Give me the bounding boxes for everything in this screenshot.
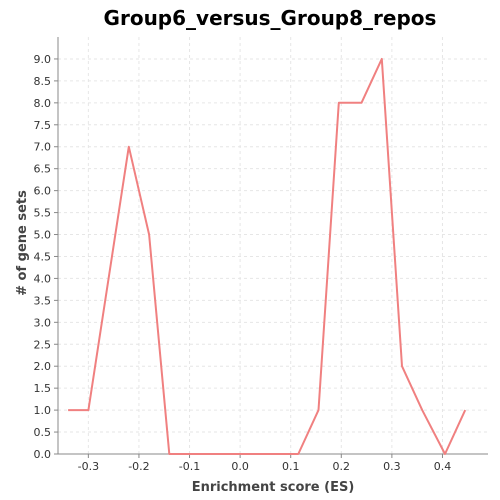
y-tick-label: 0.5 [34, 426, 52, 439]
x-tick-label: 0.4 [434, 460, 452, 473]
y-tick-label: 8.0 [34, 97, 52, 110]
y-tick-label: 5.0 [34, 229, 52, 242]
x-tick-label: -0.2 [128, 460, 149, 473]
y-tick-label: 7.5 [34, 119, 52, 132]
series-layer [68, 57, 467, 455]
y-tick-label: 9.0 [34, 53, 52, 66]
x-tick-label: -0.1 [179, 460, 200, 473]
y-axis-label: # of gene sets [15, 190, 30, 296]
y-tick-label: 6.5 [34, 163, 52, 176]
y-tick-label: 8.5 [34, 75, 52, 88]
x-tick-label: 0.2 [333, 460, 351, 473]
y-tick-label: 2.5 [34, 338, 52, 351]
y-tick-label: 2.0 [34, 360, 52, 373]
x-tick-label: 0.3 [383, 460, 401, 473]
x-axis-label: Enrichment score (ES) [192, 480, 355, 495]
x-tick-label: -0.3 [78, 460, 99, 473]
y-tick-label: 1.0 [34, 404, 52, 417]
y-tick-label: 0.0 [34, 448, 52, 461]
axes [57, 37, 488, 455]
y-tick-label: 3.5 [34, 294, 52, 307]
x-tick-label: 0.0 [231, 460, 249, 473]
y-tick-label: 4.0 [34, 272, 52, 285]
series-line [68, 57, 467, 455]
x-tick-label: 0.1 [282, 460, 300, 473]
x-axis-ticks: -0.3 -0.2 -0.1 0.0 0.1 0.2 0.3 0.4 [78, 454, 452, 473]
chart-title: Group6_versus_Group8_repos [104, 6, 437, 30]
grid [58, 37, 488, 455]
y-tick-label: 4.5 [34, 250, 52, 263]
y-tick-label: 7.0 [34, 141, 52, 154]
y-tick-label: 3.0 [34, 316, 52, 329]
y-tick-label: 6.0 [34, 185, 52, 198]
y-tick-label: 5.5 [34, 207, 52, 220]
y-tick-label: 1.5 [34, 382, 52, 395]
y-axis-ticks: 0.0 0.5 1.0 1.5 2.0 2.5 3.0 3.5 4.0 4.5 5.0 5.5 6.0 6… [34, 53, 58, 461]
